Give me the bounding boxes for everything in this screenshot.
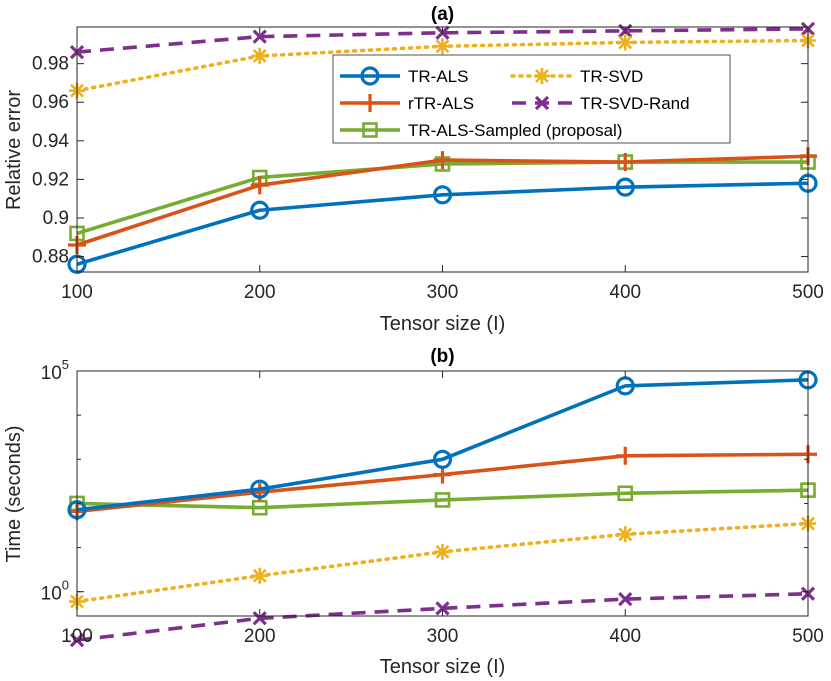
y-tick-label: 105 [41,357,69,384]
legend: TR-ALS TR-SVD rTR-ALS TR-SVD-Rand TR-ALS-Sam… [332,54,731,144]
series-line-tr-als-sampled-proposal [76,488,809,510]
y-axis-title-b: Time (seconds) [3,425,25,562]
data-point-tr-als [250,479,270,499]
y-tick-label: 0.9 [43,208,69,229]
series-line-tr-svd-rand [76,591,809,642]
legend-label-rtr-als: rTR-ALS [408,94,474,113]
data-point-tr-svd-rand [69,633,85,648]
x-tick-label: 200 [244,282,276,303]
chart-title-a: (a) [431,4,454,25]
data-point-tr-svd [434,38,451,55]
legend-marker-tr-svd-rand [534,95,550,111]
y-axis-title-a: Relative error [3,90,25,210]
x-tick-label: 100 [61,282,93,303]
legend-marker-tr-svd [534,68,550,84]
data-point-tr-svd [617,34,634,51]
data-point-rtr-als [616,446,635,465]
y-tick-label: 100 [41,578,69,605]
series-line-tr-svd-rand [76,27,809,54]
legend-label-tr-als: TR-ALS [408,67,468,86]
data-point-tr-als [615,177,635,197]
chart-panel-b: (b) 100 200 300 400 500 100 105 Tensor size (… [3,346,824,678]
data-point-tr-svd [251,567,268,584]
data-point-rtr-als [433,151,452,170]
y-axis-a: 0.88 0.9 0.92 0.94 0.96 0.98 [32,54,808,268]
y-tick-label: 0.98 [32,54,69,75]
x-tick-label: 300 [427,282,459,303]
x-axis-title-a: Tensor size (I) [380,313,506,335]
data-point-tr-svd [617,526,634,543]
legend-marker-tr-als-sampled-proposal [362,122,378,138]
data-point-tr-svd [434,543,451,560]
x-tick-label: 200 [244,626,276,647]
x-tick-label: 500 [792,626,824,647]
data-point-rtr-als [250,176,269,195]
legend-marker-tr-als [360,66,380,86]
data-point-tr-als-sampled-proposal [434,492,451,508]
series-line-tr-als [76,378,809,512]
data-point-tr-svd-rand [252,611,267,626]
data-point-tr-svd-rand [435,601,450,616]
series-line-tr-als [76,181,809,267]
x-tick-label: 100 [61,626,93,647]
data-point-tr-als [432,449,453,469]
y-tick-label: 0.88 [32,247,69,268]
data-point-tr-svd-rand [618,591,633,607]
data-point-tr-als [432,185,453,205]
x-tick-label: 400 [609,282,641,303]
x-tick-label: 300 [427,626,459,647]
x-axis-b: 100 200 300 400 500 [61,371,824,647]
data-point-tr-als-sampled-proposal [251,499,268,516]
legend-marker-rtr-als [361,94,379,112]
data-point-tr-als [250,200,270,220]
chart-title-b: (b) [430,346,454,367]
y-tick-label: 0.94 [32,131,69,152]
x-axis-a: 100 200 300 400 500 [61,27,824,303]
y-tick-label: 0.92 [32,169,69,190]
legend-label-tr-svd-rand: TR-SVD-Rand [580,94,690,113]
x-tick-label: 500 [792,282,824,303]
x-axis-title-b: Tensor size (I) [380,656,506,678]
x-tick-label: 400 [609,626,641,647]
legend-label-tr-als-sampled-proposal: TR-ALS-Sampled (proposal) [408,121,622,140]
chart-panel-a: (a) 100 200 300 400 500 0.880.90.920.940.960… [3,4,824,335]
legend-label-tr-svd: TR-SVD [580,67,643,86]
data-point-tr-svd-rand [252,29,267,44]
data-point-tr-svd [251,47,268,64]
data-point-rtr-als [616,153,635,172]
data-point-tr-als-sampled-proposal [617,485,634,502]
y-tick-label: 0.96 [32,92,69,113]
